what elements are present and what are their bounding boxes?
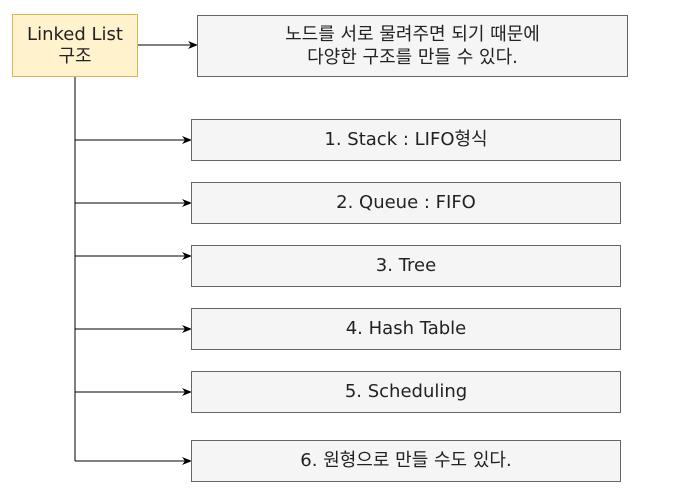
item-node-scheduling: 5. Scheduling xyxy=(191,371,621,413)
item-node-stack: 1. Stack : LIFO형식 xyxy=(191,119,621,161)
description-line1: 노드를 서로 물려주면 되기 때문에 xyxy=(285,24,540,45)
item-node-hash-table: 4. Hash Table xyxy=(191,308,621,350)
description-line2: 다양한 구조를 만들 수 있다. xyxy=(307,47,518,68)
root-node-linked-list: Linked List 구조 xyxy=(12,14,138,77)
item-label-queue: 2. Queue : FIFO xyxy=(336,192,476,213)
item-label-stack: 1. Stack : LIFO형식 xyxy=(324,129,488,150)
item-label-tree: 3. Tree xyxy=(375,255,437,276)
root-label-line2: 구조 xyxy=(58,45,92,67)
item-node-queue: 2. Queue : FIFO xyxy=(191,182,621,224)
item-label-scheduling: 5. Scheduling xyxy=(344,381,468,402)
item-label-circular: 6. 원형으로 만들 수도 있다. xyxy=(300,450,512,471)
root-label-line1: Linked List xyxy=(27,23,123,45)
item-node-tree: 3. Tree xyxy=(191,245,621,287)
item-label-hash-table: 4. Hash Table xyxy=(345,318,467,339)
item-node-circular: 6. 원형으로 만들 수도 있다. xyxy=(191,440,621,482)
description-node: 노드를 서로 물려주면 되기 때문에 다양한 구조를 만들 수 있다. xyxy=(197,15,628,77)
